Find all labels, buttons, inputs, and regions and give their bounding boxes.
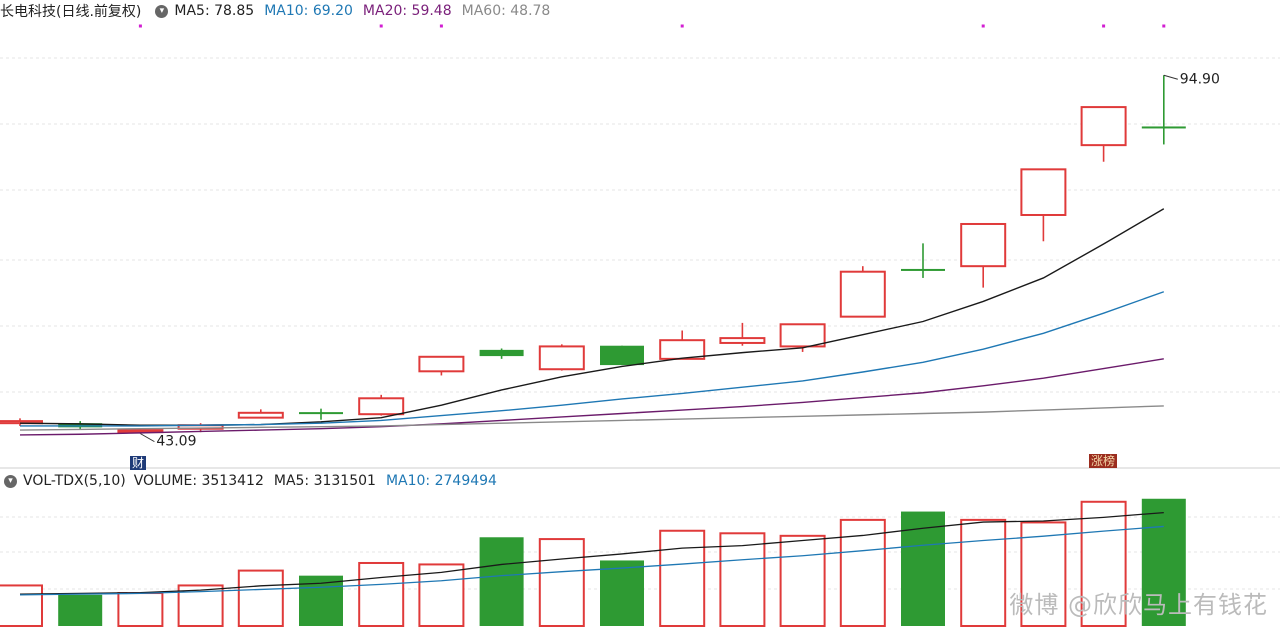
- candle-body-up: [960, 222, 1007, 268]
- candle-body-up: [418, 355, 465, 373]
- ma60-readout: MA60: 48.78: [461, 3, 551, 19]
- candle-body-up: [1080, 106, 1127, 147]
- candle-body-down: [901, 268, 945, 271]
- candle-body-up: [839, 270, 886, 318]
- top-marker: [981, 24, 985, 28]
- candle-body-up: [237, 411, 284, 419]
- top-gainers-badge[interactable]: 涨榜: [1089, 454, 1118, 468]
- volume-bar-up: [538, 538, 585, 627]
- volume-panel-header: ▾ VOL-TDX(5,10) VOLUME: 3513412 MA5: 313…: [0, 470, 507, 492]
- ma-line-ma10: [20, 291, 1165, 427]
- volume-bar-down: [1141, 498, 1186, 626]
- settings-circle-icon[interactable]: ▾: [4, 474, 17, 488]
- top-marker: [138, 24, 142, 28]
- volume-ma-line-ma10: [19, 525, 1164, 596]
- ma20-readout: MA20: 59.48: [362, 3, 452, 19]
- ma10-readout: MA10: 69.20: [264, 3, 353, 19]
- volume-bar-up: [839, 518, 886, 627]
- volume-readout: VOLUME: 3513412: [133, 473, 264, 489]
- watermark-text: 微博 @欣欣马上有钱花: [1009, 591, 1268, 619]
- volume-ma10-readout: MA10: 2749494: [385, 473, 497, 489]
- volume-indicator-title: VOL-TDX(5,10): [23, 473, 126, 489]
- top-marker: [379, 24, 383, 28]
- volume-bar-down: [600, 560, 644, 626]
- volume-bar-up: [1020, 521, 1067, 628]
- candle-body-up: [358, 397, 405, 416]
- volume-bar-down: [479, 537, 524, 626]
- candle-body-up: [719, 337, 766, 344]
- candle-body-up: [538, 345, 585, 371]
- settings-circle-icon[interactable]: ▾: [155, 4, 169, 18]
- volume-bar-up: [418, 563, 465, 627]
- ma-line-ma20: [19, 358, 1164, 436]
- volume-bar-up: [237, 569, 284, 627]
- stock-title: 长电科技(日线.前复权): [0, 4, 142, 20]
- ma-line-ma60: [19, 405, 1164, 431]
- volume-bar-up: [117, 592, 164, 627]
- price-low-label: 43.09: [156, 434, 196, 450]
- volume-ma-line-ma5: [19, 511, 1164, 595]
- annotation-arrow: [140, 433, 155, 443]
- top-marker: [1102, 24, 1106, 28]
- candle-body-up: [779, 323, 826, 348]
- volume-bar-up: [1080, 500, 1127, 627]
- candle-body-up: [1020, 168, 1067, 216]
- volume-bar-up: [659, 529, 706, 627]
- candle-body-down: [479, 349, 524, 357]
- volume-bar-up: [0, 584, 43, 628]
- top-marker: [680, 24, 684, 28]
- volume-bar-up: [779, 534, 826, 627]
- financial-report-badge[interactable]: 财: [130, 456, 147, 470]
- top-marker: [439, 24, 443, 28]
- volume-bar-up: [719, 532, 766, 628]
- top-marker: [1162, 24, 1166, 28]
- volume-bar-up: [960, 518, 1007, 627]
- candle-body-down: [299, 412, 343, 415]
- ma5-readout: MA5: 78.85: [174, 3, 255, 19]
- volume-bar-up: [358, 561, 405, 627]
- candle-body-down: [600, 345, 644, 366]
- volume-bar-down: [58, 594, 103, 626]
- volume-ma5-readout: MA5: 3131501: [273, 473, 376, 489]
- candle-body-up: [117, 429, 164, 434]
- price-panel-header: 长电科技(日线.前复权) ▾ MA5: 78.85 MA10: 69.20 MA…: [0, 0, 560, 22]
- annotation-arrow: [1163, 74, 1178, 80]
- candle-body-down: [1141, 126, 1186, 129]
- price-high-label: 94.90: [1180, 71, 1220, 87]
